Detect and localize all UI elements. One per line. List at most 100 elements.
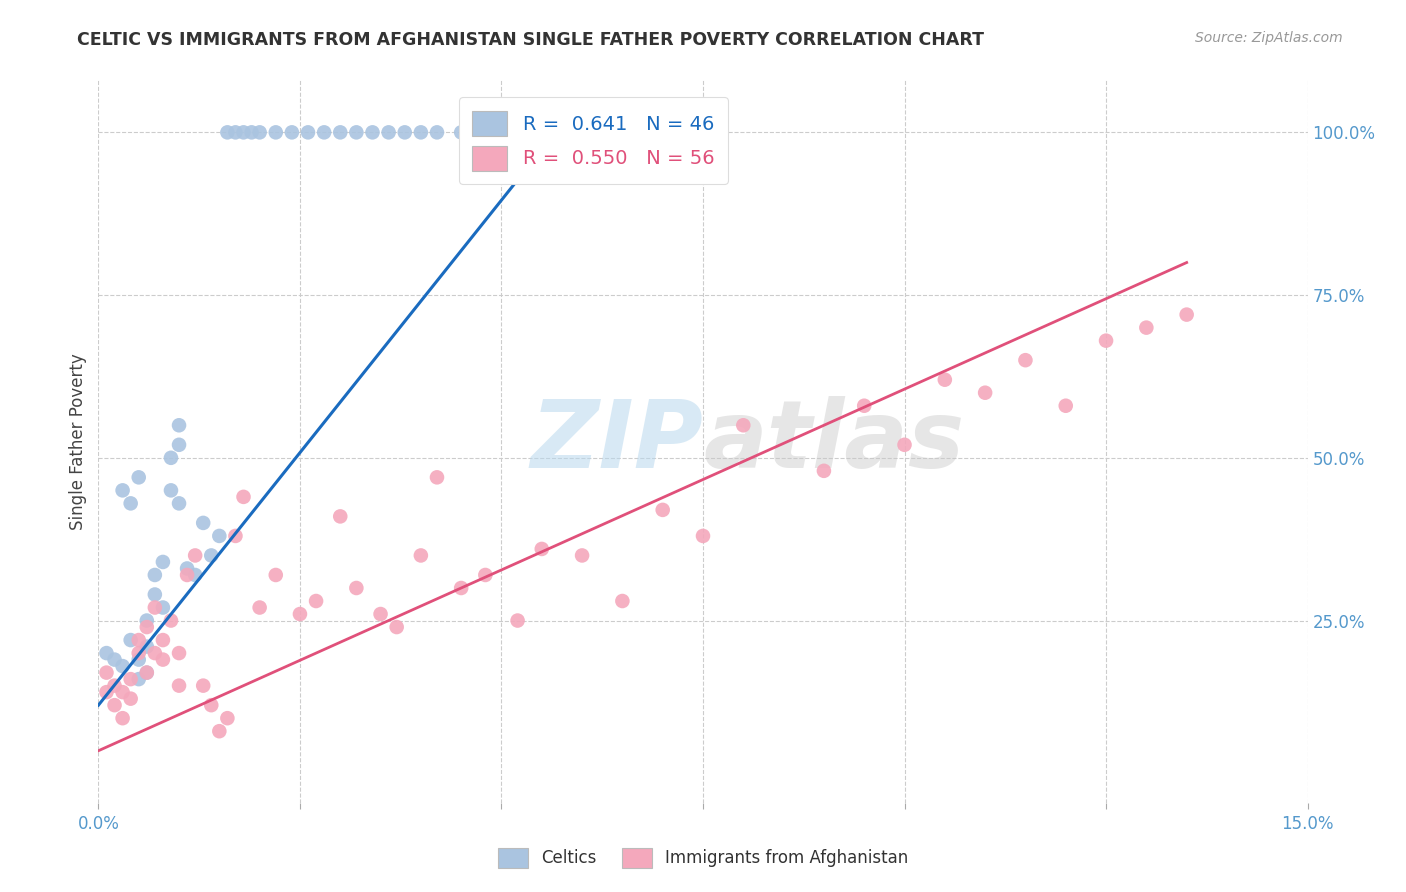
Y-axis label: Single Father Poverty: Single Father Poverty [69,353,87,530]
Point [1014,353,1036,368]
Point [111,659,134,673]
Point [361,125,384,139]
Point [450,125,472,139]
Point [128,646,150,660]
Point [224,125,246,139]
Text: CELTIC VS IMMIGRANTS FROM AFGHANISTAN SINGLE FATHER POVERTY CORRELATION CHART: CELTIC VS IMMIGRANTS FROM AFGHANISTAN SI… [77,31,984,49]
Point [160,450,183,465]
Point [167,646,190,660]
Point [96,665,118,680]
Point [103,652,125,666]
Point [385,620,408,634]
Point [426,470,449,484]
Point [297,125,319,139]
Point [120,633,142,648]
Point [249,125,271,139]
Text: atlas: atlas [703,395,965,488]
Point [167,496,190,510]
Point [160,483,183,498]
Point [143,646,166,660]
Point [135,620,157,634]
Point [135,665,157,680]
Point [232,490,254,504]
Point [135,614,157,628]
Point [813,464,835,478]
Point [474,568,496,582]
Point [329,125,352,139]
Text: ZIP: ZIP [530,395,703,488]
Point [152,633,174,648]
Point [193,679,215,693]
Point [200,549,222,563]
Point [651,503,673,517]
Point [217,711,239,725]
Point [1054,399,1077,413]
Point [692,529,714,543]
Point [143,568,166,582]
Point [184,568,207,582]
Point [344,581,367,595]
Point [111,711,134,725]
Point [152,555,174,569]
Point [1095,334,1118,348]
Point [128,672,150,686]
Point [281,125,304,139]
Point [193,516,215,530]
Point [152,600,174,615]
Point [506,614,529,628]
Point [128,470,150,484]
Point [314,125,336,139]
Point [450,581,472,595]
Text: Source: ZipAtlas.com: Source: ZipAtlas.com [1195,31,1343,45]
Point [409,549,432,563]
Point [143,600,166,615]
Point [103,679,125,693]
Point [329,509,352,524]
Point [1175,308,1198,322]
Point [853,399,876,413]
Legend: R =  0.641   N = 46, R =  0.550   N = 56: R = 0.641 N = 46, R = 0.550 N = 56 [458,97,728,184]
Point [184,549,207,563]
Point [249,600,271,615]
Point [160,614,183,628]
Point [120,496,142,510]
Point [893,438,915,452]
Point [96,646,118,660]
Point [128,633,150,648]
Point [152,652,174,666]
Point [111,483,134,498]
Point [1135,320,1157,334]
Point [240,125,263,139]
Point [305,594,328,608]
Point [135,665,157,680]
Point [974,385,997,400]
Point [506,125,529,139]
Point [120,691,142,706]
Point [288,607,311,621]
Point [394,125,416,139]
Point [208,529,231,543]
Legend: Celtics, Immigrants from Afghanistan: Celtics, Immigrants from Afghanistan [491,841,915,875]
Point [176,568,198,582]
Point [232,125,254,139]
Point [530,541,553,556]
Point [96,685,118,699]
Point [224,529,246,543]
Point [344,125,367,139]
Point [111,685,134,699]
Point [217,125,239,139]
Point [167,679,190,693]
Point [377,125,399,139]
Point [208,724,231,739]
Point [370,607,392,621]
Point [409,125,432,139]
Point [167,438,190,452]
Point [264,125,287,139]
Point [571,549,593,563]
Point [135,640,157,654]
Point [555,125,578,139]
Point [120,672,142,686]
Point [264,568,287,582]
Point [733,418,755,433]
Point [934,373,956,387]
